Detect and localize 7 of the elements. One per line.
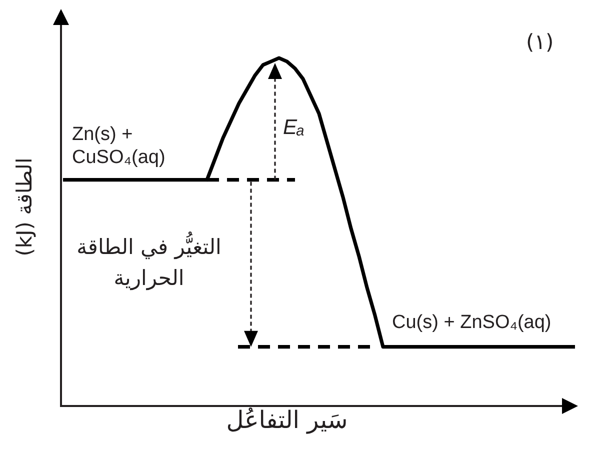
x-axis-title: سَير التفاعُل [225, 406, 349, 435]
chart-title: (١) [526, 30, 554, 56]
annotation: التغيُّر في الطاقة الحرارية [76, 232, 222, 292]
annotation: Eₐ [283, 114, 305, 140]
annotation: Zn(s) + CuSO₄(aq) [72, 124, 166, 170]
annotation: Cu(s) + ZnSO₄(aq) [392, 312, 552, 335]
y-axis-title: الطاقة (kJ) [12, 158, 38, 256]
